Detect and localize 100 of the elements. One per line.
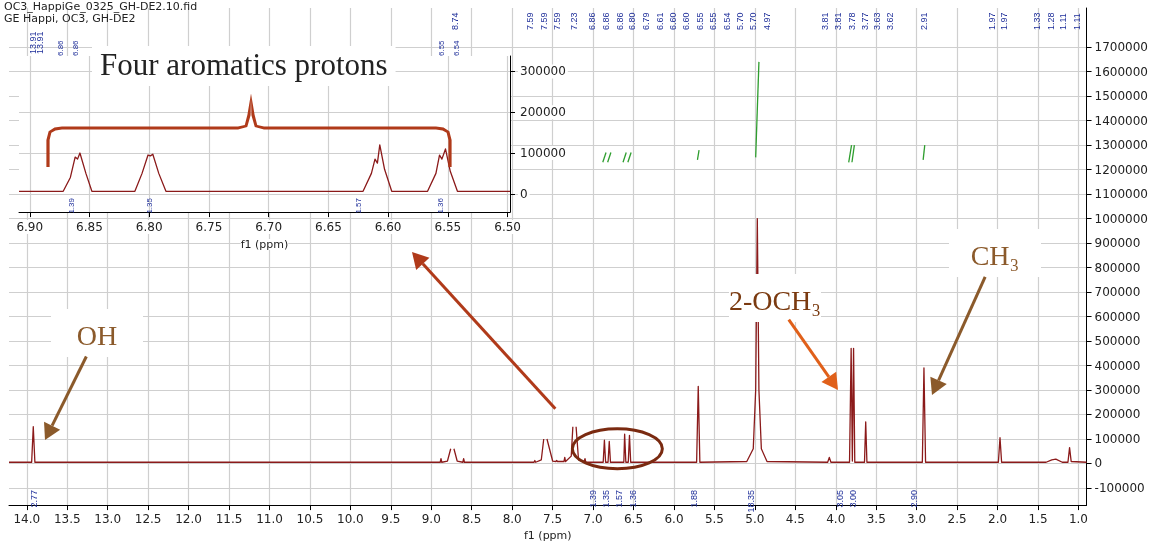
x-tick-label: 3.0: [907, 512, 927, 527]
y-tick-label: 1400000: [1094, 113, 1149, 128]
x-tick-label: 6.75: [195, 220, 223, 235]
x-tick-label: 11.0: [256, 512, 283, 527]
x-axis-title: f1 (ppm): [523, 529, 572, 542]
x-tick-label: 7.0: [583, 512, 603, 527]
annotation: 1.88: [689, 490, 699, 508]
x-tick-label: 12.0: [175, 512, 202, 527]
x-tick-label: 10.5: [296, 512, 324, 527]
x-tick-label: 5.5: [704, 512, 724, 527]
y-tick-label: 200000: [1094, 407, 1141, 422]
x-tick-label: 4.0: [826, 512, 846, 527]
annotation: 5.70: [735, 12, 745, 30]
x-axis-title: f1 (ppm): [240, 238, 289, 251]
y-tick-label: -100000: [1094, 480, 1145, 495]
annotation: 3.05: [835, 490, 845, 508]
x-tick-label: 7.5: [543, 512, 563, 527]
annotation: 3.81: [833, 12, 843, 30]
annotation: 1.35: [601, 490, 611, 508]
annotation: 1.36: [435, 197, 445, 214]
annotation: 1.57: [353, 197, 363, 214]
annotation: 1.97: [987, 12, 997, 30]
x-tick-label: 5.0: [745, 512, 765, 527]
annotation: 6.55: [436, 39, 446, 56]
x-tick-label: 6.55: [434, 220, 462, 235]
y-tick-label: 700000: [1094, 285, 1141, 300]
annotation: 6.55: [708, 12, 718, 30]
annotation: 3.62: [885, 12, 895, 30]
x-tick-label: 6.80: [135, 220, 163, 235]
annotation: 6.54: [451, 39, 461, 56]
annotation: 3.00: [848, 490, 858, 508]
annotation: 7.59: [552, 12, 562, 30]
chart-subtitle: GE Happi, OC3, GH-DE2: [4, 12, 136, 25]
annotation: 1.11: [1072, 13, 1082, 30]
annotation: 2-OCH₃: [728, 284, 822, 316]
x-tick-label: 9.5: [381, 512, 401, 527]
x-tick-label: 12.5: [134, 512, 162, 527]
annotation: 3.78: [847, 12, 857, 30]
x-tick-label: 13.0: [94, 512, 122, 527]
x-tick-label: 10.0: [337, 512, 364, 527]
y-tick-label: 200000: [520, 105, 566, 120]
y-tick-label: 300000: [1094, 383, 1141, 398]
chart-title: OC3_HappiGe_0325_GH-DE2.10.fid: [4, 0, 198, 13]
x-tick-label: 2.5: [947, 512, 967, 527]
x-tick-label: 6.70: [255, 220, 283, 235]
x-tick-label: 2.0: [988, 512, 1008, 527]
annotation: 6.61: [655, 12, 665, 30]
y-tick-label: 800000: [1094, 260, 1141, 275]
annotation: 1.36: [628, 490, 638, 508]
chart-title: Four aromatics protons: [100, 47, 388, 82]
annotation: 3.81: [820, 12, 830, 30]
y-tick-label: 0: [1094, 456, 1103, 471]
annotation: 2.91: [919, 12, 929, 30]
annotation: 6.55: [695, 12, 705, 30]
annotation: 4.97: [762, 12, 772, 30]
annotation: 7.59: [539, 12, 549, 30]
annotation: OH: [76, 319, 118, 351]
annotation: 6.60: [681, 12, 691, 30]
annotation: 1.11: [1058, 13, 1068, 30]
x-tick-label: 11.5: [215, 512, 243, 527]
y-tick-label: 1500000: [1094, 89, 1149, 104]
annotation: 2.77: [29, 490, 39, 508]
y-tick-label: 1300000: [1094, 138, 1149, 153]
annotation: 1.33: [1032, 12, 1042, 30]
y-tick-label: 1200000: [1094, 162, 1149, 177]
annotation: 6.86: [70, 39, 80, 56]
y-tick-label: 500000: [1094, 334, 1141, 349]
annotation: 1.28: [1046, 12, 1056, 30]
x-tick-label: 9.0: [421, 512, 441, 527]
x-tick-label: 6.65: [315, 220, 342, 235]
x-tick-label: 3.5: [866, 512, 886, 527]
y-tick-label: 1700000: [1094, 40, 1149, 55]
annotation: 1.39: [66, 197, 76, 214]
y-tick-label: 100000: [1094, 431, 1141, 446]
annotation: 6.86: [587, 12, 597, 30]
annotation: 3.63: [872, 12, 882, 30]
annotation: 5.70: [748, 12, 758, 30]
x-tick-label: 8.0: [502, 512, 522, 527]
annotation: 7.59: [525, 12, 535, 30]
annotation: 18.35: [746, 490, 756, 513]
annotation: 6.86: [55, 39, 65, 56]
annotation: 8.74: [450, 12, 460, 30]
annotation: 1.57: [614, 490, 624, 508]
annotation: 3.77: [860, 12, 870, 30]
annotation: 2.90: [909, 490, 919, 508]
x-tick-label: 6.60: [374, 220, 402, 235]
x-tick-label: 8.5: [462, 512, 482, 527]
x-tick-label: 6.85: [76, 220, 103, 235]
annotation: 6.79: [641, 12, 651, 30]
y-tick-label: 300000: [520, 64, 566, 79]
annotation: 1.39: [588, 490, 598, 508]
x-tick-label: 6.5: [623, 512, 644, 527]
y-tick-label: 1000000: [1094, 211, 1149, 226]
y-tick-label: 900000: [1094, 236, 1141, 251]
x-tick-label: 6.50: [494, 220, 521, 235]
y-tick-label: 1100000: [1094, 187, 1149, 202]
x-tick-label: 4.5: [785, 512, 805, 527]
annotation: 6.86: [615, 12, 625, 30]
x-tick-label: 6.90: [16, 220, 44, 235]
y-tick-label: 0: [520, 186, 528, 201]
